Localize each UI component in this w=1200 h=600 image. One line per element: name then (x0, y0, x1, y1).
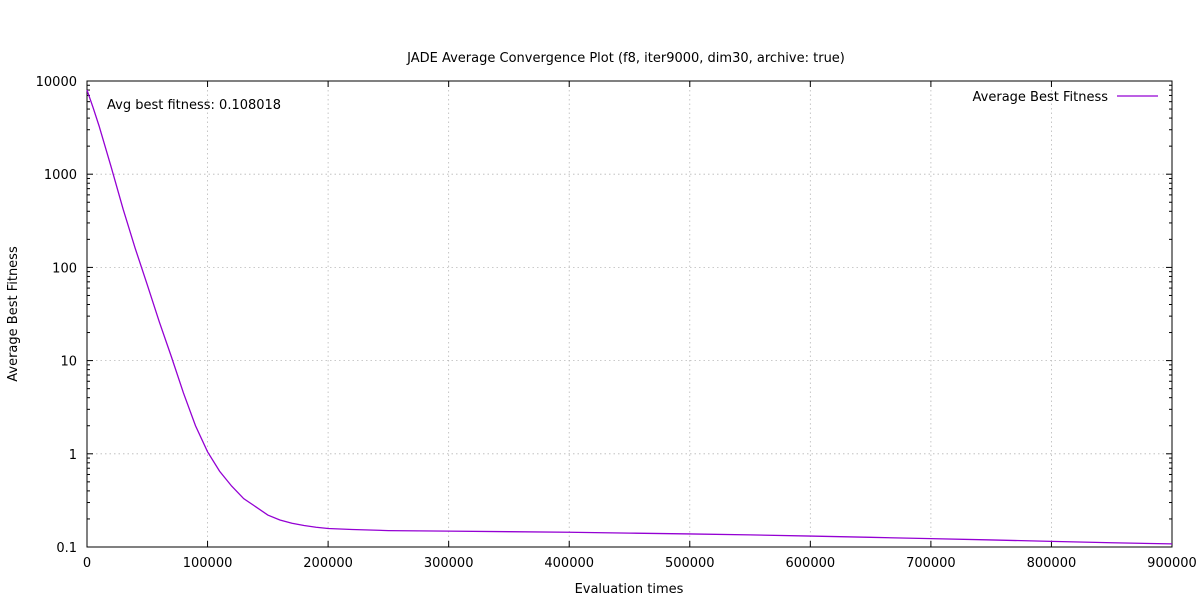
chart-title: JADE Average Convergence Plot (f8, iter9… (406, 51, 845, 66)
legend-label: Average Best Fitness (973, 90, 1109, 105)
x-tick-label: 200000 (303, 556, 353, 571)
x-tick-label: 500000 (665, 556, 715, 571)
plot-frame (86, 80, 1173, 548)
y-tick-label: 100 (52, 261, 77, 276)
x-tick-label: 100000 (183, 556, 233, 571)
avg-best-fitness-annotation: Avg best fitness: 0.108018 (107, 98, 281, 113)
y-tick-label: 1 (69, 448, 77, 463)
ticks: 0 100000 200000 300000 400000 500000 600000 700… (36, 75, 1197, 571)
x-tick-label: 0 (83, 556, 91, 571)
grid (87, 81, 1172, 547)
y-tick-label: 10000 (36, 75, 77, 90)
series-line-average-best-fitness (86, 89, 1173, 545)
x-tick-label: 300000 (424, 556, 474, 571)
x-tick-label: 600000 (786, 556, 836, 571)
y-tick-label: 10 (60, 355, 77, 370)
y-axis-label: Average Best Fitness (6, 246, 21, 382)
x-tick-label: 400000 (544, 556, 594, 571)
y-tick-label: 0.1 (56, 541, 77, 556)
legend: Average Best Fitness (973, 90, 1158, 105)
y-tick-label: 1000 (44, 168, 77, 183)
x-tick-label: 800000 (1027, 556, 1077, 571)
x-tick-label: 900000 (1147, 556, 1197, 571)
x-tick-label: 700000 (906, 556, 956, 571)
x-axis-label: Evaluation times (575, 582, 684, 597)
